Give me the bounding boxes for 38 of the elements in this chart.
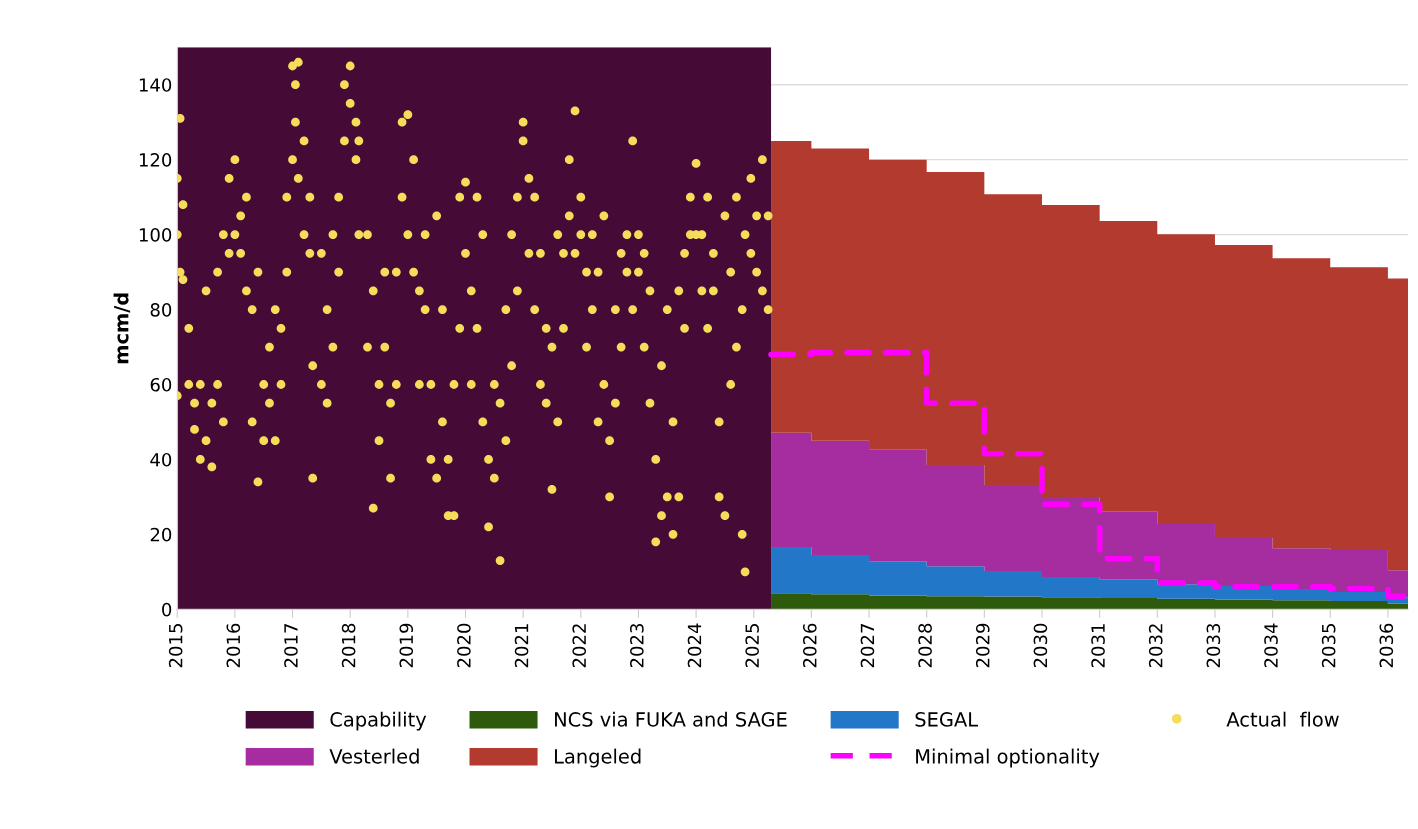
x-tick-label: 2026: [802, 623, 817, 668]
x-tick-label: 2017: [284, 624, 298, 668]
legend-label: NCS via FUKA and SAGE: [555, 711, 787, 727]
legend-label: Langeled: [555, 748, 641, 768]
x-tick-label: 2018: [341, 623, 356, 668]
y-tick-label: 120: [139, 153, 172, 167]
x-tick-label: 2030: [1033, 623, 1048, 668]
x-tick-label: 2034: [1264, 623, 1278, 668]
x-tick-label: 2035: [1321, 624, 1336, 668]
x-tick-label: 2033: [1206, 623, 1221, 668]
y-tick-label: 60: [150, 377, 172, 392]
y-tick-label: 0: [162, 602, 172, 617]
x-tick-label: 2015: [168, 624, 183, 668]
x-tick-label: 2022: [572, 624, 587, 668]
y-tick-label: 80: [150, 303, 172, 317]
x-tick-label: 2027: [860, 624, 875, 668]
x-tick-label: 2020: [457, 623, 471, 668]
x-tick-label: 2024: [687, 623, 702, 668]
x-tick-label: 2031: [1091, 624, 1105, 668]
x-tick-label: 2025: [745, 624, 759, 668]
legend-label: SEGAL: [915, 712, 978, 727]
x-tick-label: 2032: [1148, 624, 1163, 668]
legend-label: Vesterled: [329, 748, 419, 764]
x-tick-label: 2016: [226, 623, 241, 668]
x-tick-label: 2023: [630, 623, 644, 668]
x-tick-label: 2029: [975, 623, 990, 668]
y-tick-label: 140: [139, 78, 172, 92]
legend-label: Actual flow: [1226, 711, 1339, 727]
legend-label: Minimal optionality: [916, 748, 1100, 768]
x-tick-label: 2028: [918, 623, 932, 668]
legend-label: Capability: [330, 711, 427, 731]
x-tick-label: 2036: [1379, 623, 1394, 668]
y-tick-label: 40: [150, 452, 172, 467]
y-tick-label: 20: [150, 527, 172, 542]
y-axis-title: mcm/d: [113, 293, 131, 364]
x-tick-label: 2021: [514, 624, 529, 668]
x-tick-label: 2019: [399, 623, 414, 668]
y-tick-label: 100: [139, 228, 172, 242]
